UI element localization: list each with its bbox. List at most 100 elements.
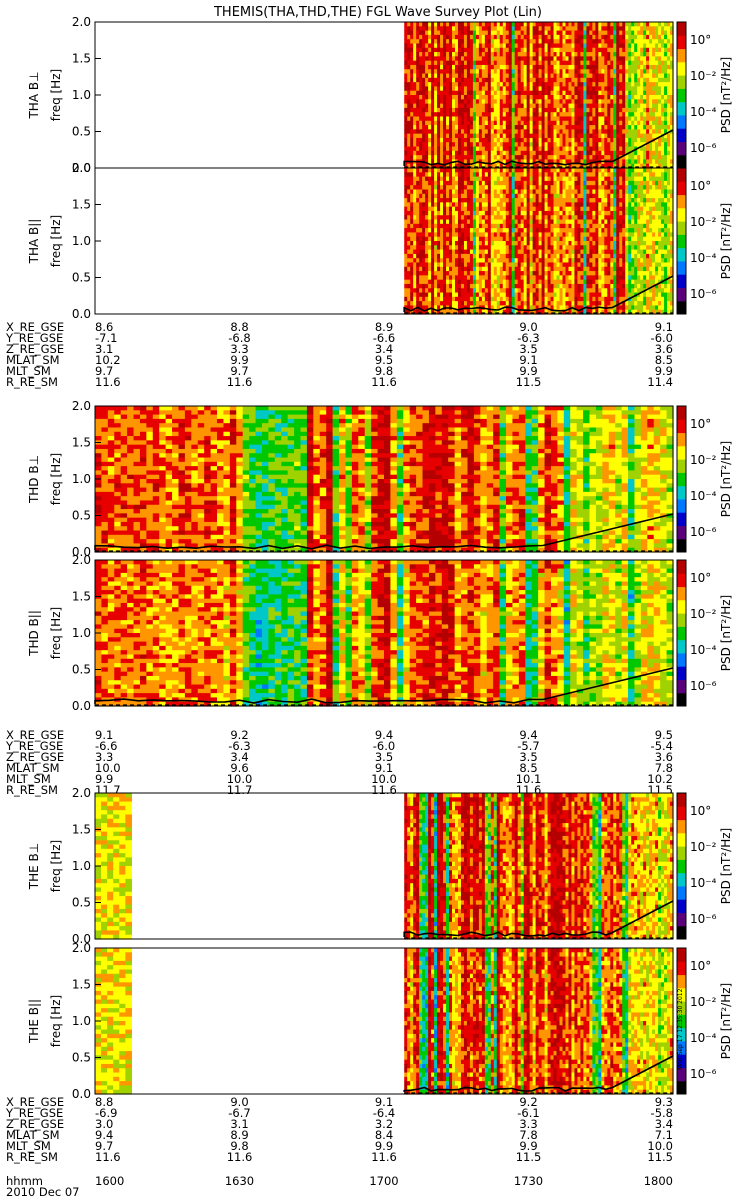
time-tick-label: 1730 [514,1174,543,1188]
colorbar-tick-label: 10⁻⁴ [690,1031,717,1045]
spectrogram-image [404,168,673,315]
ephemeris-value: 11.7 [227,783,253,797]
ephemeris-value: 11.6 [95,1150,121,1164]
spectrogram-image [95,793,674,940]
ephemeris-value: 11.6 [227,1150,253,1164]
y-tick-label: 0.5 [72,896,91,910]
spectrogram-image [95,406,674,553]
y-tick-label: 1.5 [72,823,91,837]
colorbar-tick-label: 10⁻⁶ [690,525,717,539]
colorbar-tick-label: 10° [690,804,711,818]
y-tick-label: 2.0 [72,941,91,955]
ephemeris-table-thd: X_RE_GSE 9.1 9.2 9.4 9.4 9.5Y_RE_GSE -6.6 -6.3-… [5,728,673,797]
y-tick-label: 1.0 [72,88,91,102]
y-tick-label: 1.0 [72,626,91,640]
spectrogram-image [95,948,674,1095]
y-tick-label: 2.0 [72,15,91,29]
y-tick-label: 2.0 [72,786,91,800]
panel-label: THD B⊥ [27,455,41,504]
y-axis-label: freq [Hz] [49,69,63,121]
y-tick-label: 0.0 [72,307,91,321]
colorbar-tick-label: 10° [690,417,711,431]
spectrogram-image [404,22,673,169]
colorbar-tick-label: 10⁻² [690,607,717,621]
panel-label: THA B|| [27,219,41,265]
colorbar-tick-label: 10° [690,179,711,193]
ephemeris-value: 11.5 [647,1150,673,1164]
ephemeris-value: 11.6 [227,375,253,389]
y-tick-label: 1.5 [72,436,91,450]
colorbar-tick-label: 10⁻⁴ [690,105,717,119]
colorbar-tick-label: 10° [690,33,711,47]
time-tick-label: 1630 [225,1174,254,1188]
colorbar-label: PSD [nT²/Hz] [719,203,733,279]
colorbar-tick-label: 10⁻² [690,453,717,467]
panel-label: THD B|| [27,610,41,657]
colorbar-tick-label: 10⁻⁶ [690,679,717,693]
ephemeris-row-label: R_RE_SM [6,1150,58,1164]
colorbar-label: PSD [nT²/Hz] [719,983,733,1059]
panel-label: THA B⊥ [27,71,41,119]
colorbar-tick-label: 10⁻² [690,995,717,1009]
colorbar-tick-label: 10⁻² [690,840,717,854]
y-tick-label: 1.0 [72,859,91,873]
colorbar-label: PSD [nT²/Hz] [719,57,733,133]
colorbar-tick-label: 10⁻⁶ [690,912,717,926]
ephemeris-row-label: R_RE_SM [6,375,58,389]
y-tick-label: 1.0 [72,1014,91,1028]
colorbar-label: PSD [nT²/Hz] [719,595,733,671]
colorbar-tick-label: 10⁻⁶ [690,287,717,301]
y-tick-label: 1.5 [72,978,91,992]
spectrogram-image [95,560,674,707]
ephemeris-value: 11.6 [371,1150,397,1164]
y-axis-label: freq [Hz] [49,995,63,1047]
colorbar-tick-label: 10° [690,571,711,585]
y-tick-label: 0.5 [72,271,91,285]
y-axis-label: freq [Hz] [49,607,63,659]
y-tick-label: 0.5 [72,1051,91,1065]
time-axis: hhmm 1600 1630 1700 1730 1800 [6,1174,673,1188]
colorbar-tick-label: 10⁻² [690,215,717,229]
probe-group-tha: 0.0 0.5 1.0 1.5 2.0 THA B⊥ freq [Hz] 10° 10⁻² 10⁻… [5,15,733,389]
panel-label: THE B|| [27,999,41,1044]
y-axis-label: freq [Hz] [49,215,63,267]
colorbar-label: PSD [nT²/Hz] [719,828,733,904]
ephemeris-value: 11.5 [516,375,542,389]
colorbar-tick-label: 10⁻⁶ [690,1067,717,1081]
y-tick-label: 0.5 [72,125,91,139]
y-axis-label: freq [Hz] [49,453,63,505]
y-tick-label: 0.0 [72,1087,91,1101]
time-tick-label: 1600 [95,1174,124,1188]
time-tick-label: 1800 [644,1174,673,1188]
colorbar-tick-label: 10⁻⁴ [690,876,717,890]
ephemeris-value: 11.6 [95,375,121,389]
colorbar-tick-label: 10⁻⁴ [690,489,717,503]
time-tick-label: 1700 [369,1174,398,1188]
ephemeris-table-the: X_RE_GSE 8.8 9.0 9.1 9.2 9.3Y_RE_GSE -6.9 -6.7-… [5,1095,673,1164]
y-tick-label: 2.0 [72,399,91,413]
footer-date: 2010 Dec 07 [6,1185,79,1199]
y-tick-label: 1.0 [72,234,91,248]
y-tick-label: 1.0 [72,472,91,486]
y-tick-label: 0.0 [72,699,91,713]
plot-timestamp: Mon Sep 17 12:35:30 2012 [677,988,684,1070]
colorbar-label: PSD [nT²/Hz] [719,441,733,517]
wave-survey-figure: THEMIS(THA,THD,THE) FGL Wave Survey Plot… [0,0,750,1200]
y-tick-label: 2.0 [72,553,91,567]
ephemeris-value: 11.4 [647,375,673,389]
ephemeris-value: 11.5 [516,1150,542,1164]
ephemeris-value: 11.6 [371,783,397,797]
ephemeris-row-label: R_RE_SM [6,783,58,797]
y-tick-label: 1.5 [72,198,91,212]
y-axis-label: freq [Hz] [49,840,63,892]
